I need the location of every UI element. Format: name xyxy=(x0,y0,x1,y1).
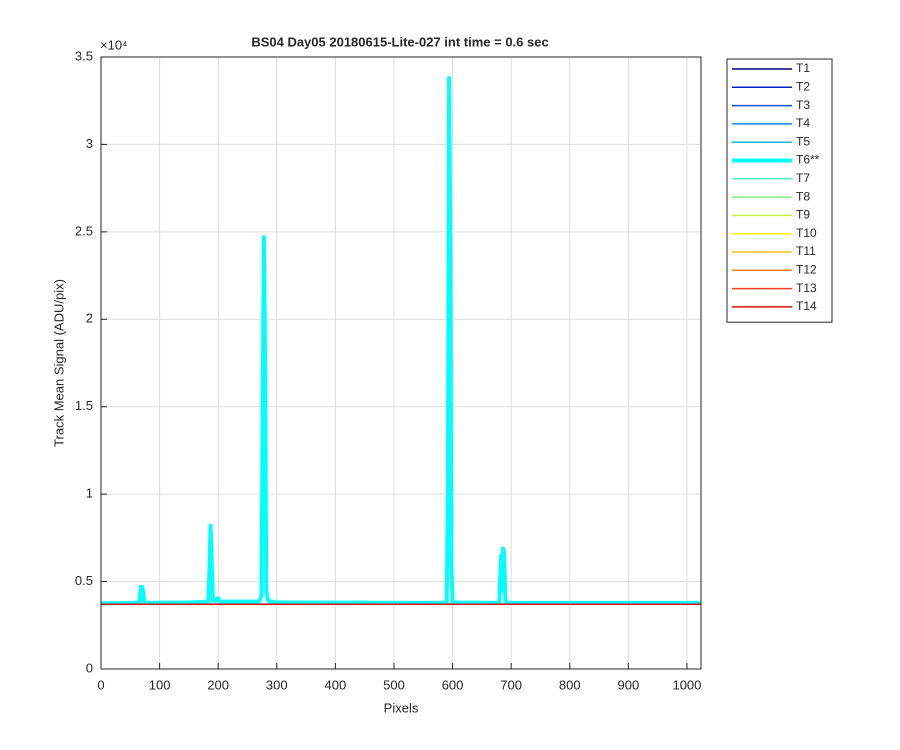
y-tick-label: 1.5 xyxy=(75,398,93,413)
legend-label: T14 xyxy=(796,299,817,313)
legend-label: T3 xyxy=(796,98,810,112)
x-tick-label: 1000 xyxy=(672,677,701,692)
y-tick-label: 3.5 xyxy=(75,48,93,63)
x-tick-label: 200 xyxy=(207,677,229,692)
plot-frame xyxy=(100,56,702,670)
legend-label: T2 xyxy=(796,79,810,93)
y-tick-label: 3 xyxy=(86,136,93,151)
legend-label: T11 xyxy=(796,244,816,258)
y-tick-label: 0 xyxy=(86,660,93,675)
x-tick-label: 400 xyxy=(325,677,347,692)
x-tick-label: 500 xyxy=(383,677,405,692)
legend-label: T4 xyxy=(796,116,810,130)
x-tick-label: 100 xyxy=(149,677,171,692)
legend-label: T1 xyxy=(796,61,810,75)
legend-label: T9 xyxy=(796,208,810,222)
series-line xyxy=(101,75,701,606)
legend-label: T6** xyxy=(796,153,820,167)
y-exponent: ×10⁴ xyxy=(100,37,128,52)
y-axis-label: Track Mean Signal (ADU/pix) xyxy=(51,279,66,447)
legend-label: T12 xyxy=(796,262,817,276)
legend-label: T7 xyxy=(796,171,810,185)
legend-label: T13 xyxy=(796,281,817,295)
y-tick-label: 2.5 xyxy=(75,223,93,238)
x-tick-label: 0 xyxy=(97,677,104,692)
x-tick-label: 900 xyxy=(617,677,639,692)
y-tick-label: 2 xyxy=(86,311,93,326)
x-tick-label: 700 xyxy=(500,677,522,692)
legend-box xyxy=(726,58,833,323)
legend-label: T10 xyxy=(796,226,817,240)
y-tick-label: 1 xyxy=(86,486,93,501)
x-tick-label: 300 xyxy=(266,677,288,692)
plot-area xyxy=(101,57,701,669)
x-axis-label: Pixels xyxy=(384,700,419,715)
legend-label: T8 xyxy=(796,189,810,203)
y-tick-label: 0.5 xyxy=(75,573,93,588)
legend-label: T5 xyxy=(796,134,810,148)
x-tick-label: 600 xyxy=(442,677,464,692)
chart-title: BS04 Day05 20180615-Lite-027 int time = … xyxy=(251,34,548,49)
x-tick-label: 800 xyxy=(559,677,581,692)
